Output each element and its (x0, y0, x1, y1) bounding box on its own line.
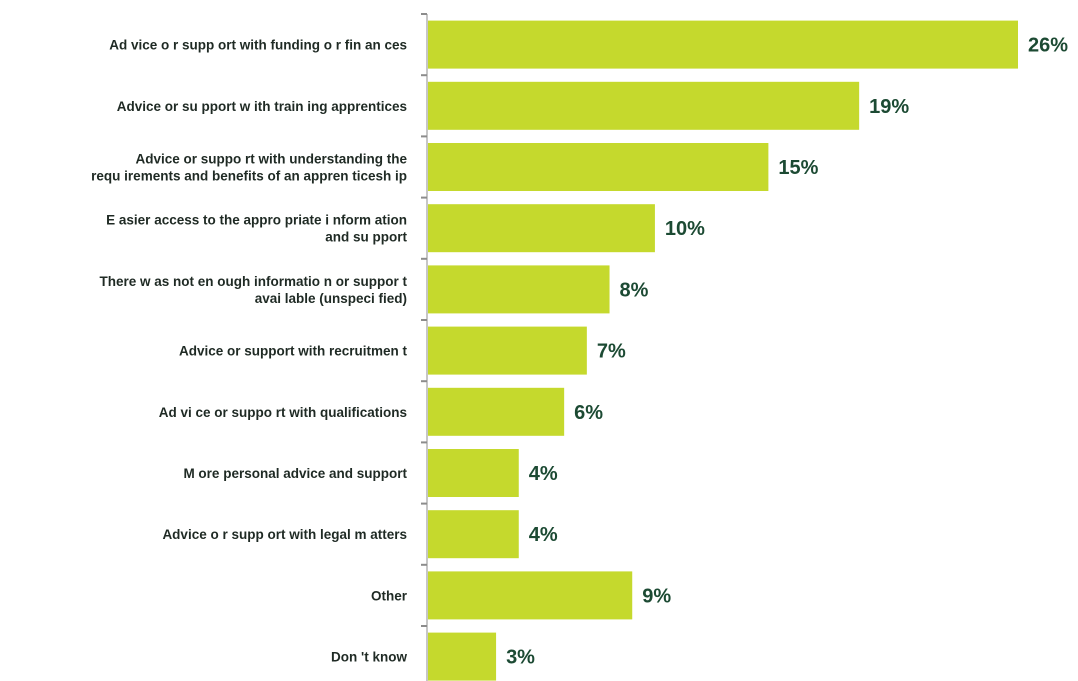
category-axis (421, 13, 428, 681)
category-label: Other (371, 588, 408, 603)
bar (428, 143, 769, 191)
category-label: There w as not en ough informatio n or s… (99, 274, 407, 289)
bar (428, 20, 1018, 69)
category-label: requ irements and benefits of an appren … (91, 169, 407, 184)
bar (428, 326, 587, 375)
category-label: Don 't know (331, 650, 407, 665)
bar (428, 265, 610, 314)
bar (428, 571, 633, 620)
bar (428, 387, 565, 436)
bars-layer (428, 20, 1018, 681)
value-label: 7% (597, 341, 626, 363)
category-labels: Ad vice o r supp ort with funding o r fi… (91, 38, 408, 665)
value-label: 15% (778, 157, 818, 179)
category-label: and su pport (325, 230, 407, 245)
category-label: E asier access to the appro priate i nfo… (106, 213, 407, 228)
value-label: 10% (665, 218, 705, 240)
value-label: 4% (529, 463, 558, 485)
value-label: 19% (869, 96, 909, 118)
category-label: avai lable (unspeci fied) (255, 291, 407, 306)
category-label: Ad vi ce or suppo rt with qualifications (159, 405, 407, 420)
bar (428, 204, 655, 253)
bar (428, 449, 519, 497)
value-label: 9% (642, 585, 671, 607)
bar (428, 81, 860, 130)
category-label: M ore personal advice and support (183, 466, 407, 481)
value-label: 4% (529, 524, 558, 546)
category-label: Advice or support with recruitmen t (179, 344, 408, 359)
value-label: 6% (574, 402, 603, 424)
value-labels: 26% 19% 15% 10% 8% 7% 6% 4% 4% 9% 3% (506, 35, 1068, 669)
value-label: 3% (506, 647, 535, 669)
value-label: 8% (620, 279, 649, 301)
category-label: Advice or suppo rt with understanding th… (135, 152, 407, 167)
category-label: Ad vice o r supp ort with funding o r fi… (109, 38, 407, 53)
bar (428, 632, 497, 681)
category-label: Advice or su pport w ith train ing appre… (117, 99, 407, 114)
value-label: 26% (1028, 35, 1068, 57)
category-label: Advice o r supp ort with legal m atters (162, 527, 407, 542)
bar (428, 510, 519, 559)
